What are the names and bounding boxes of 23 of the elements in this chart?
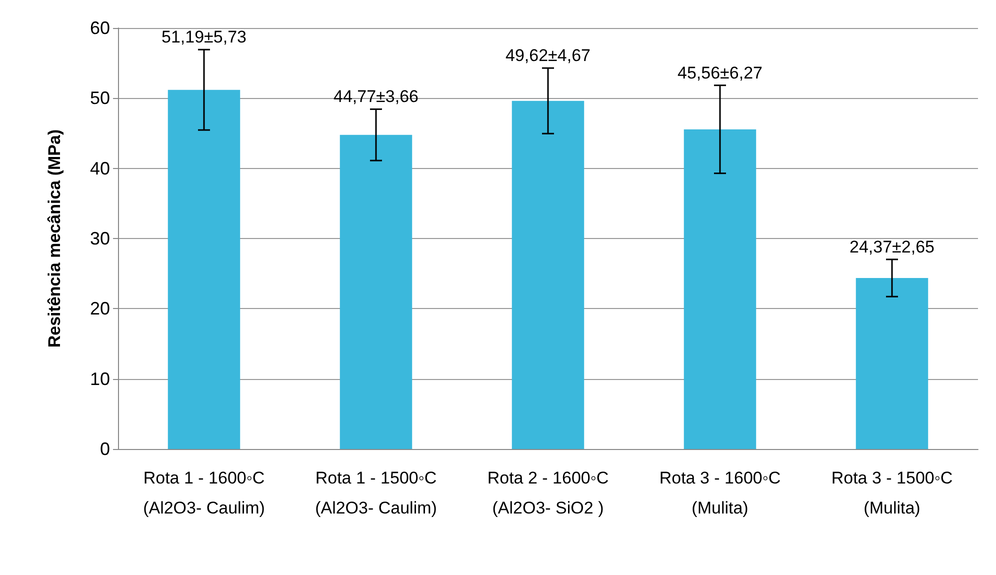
x-tick-label: Rota 2 - 1600◦C (Al2O3- SiO2 ) (487, 468, 609, 518)
y-tick-label: 30 (90, 228, 110, 248)
bar (512, 100, 584, 449)
bar (340, 134, 412, 449)
data-label: 45,56±6,27 (678, 63, 762, 82)
x-tick-label: Rota 3 - 1500◦C (Mulita) (831, 468, 953, 518)
bar (168, 90, 240, 449)
y-tick-label: 40 (90, 158, 110, 178)
bar (684, 129, 756, 449)
y-tick-label: 10 (90, 368, 110, 389)
bar (856, 278, 928, 449)
x-tick-label: Rota 1 - 1500◦C (Al2O3- Caulim) (315, 468, 437, 518)
y-tick-label: 50 (90, 88, 110, 108)
y-tick-label: 0 (100, 439, 110, 459)
data-label: 44,77±3,66 (334, 87, 418, 106)
y-axis-title: Resitência mecânica (MPa) (45, 129, 64, 348)
y-tick-label: 60 (90, 18, 110, 38)
y-tick-label: 20 (90, 298, 110, 319)
data-label: 49,62±4,67 (506, 46, 590, 66)
data-label: 51,19±5,73 (162, 28, 246, 47)
x-tick-label: Rota 3 - 1600◦C (Mulita) (659, 468, 781, 518)
data-label: 24,37±2,65 (850, 237, 934, 256)
x-tick-label: Rota 1 - 1600◦C (Al2O3- Caulim) (143, 468, 265, 518)
